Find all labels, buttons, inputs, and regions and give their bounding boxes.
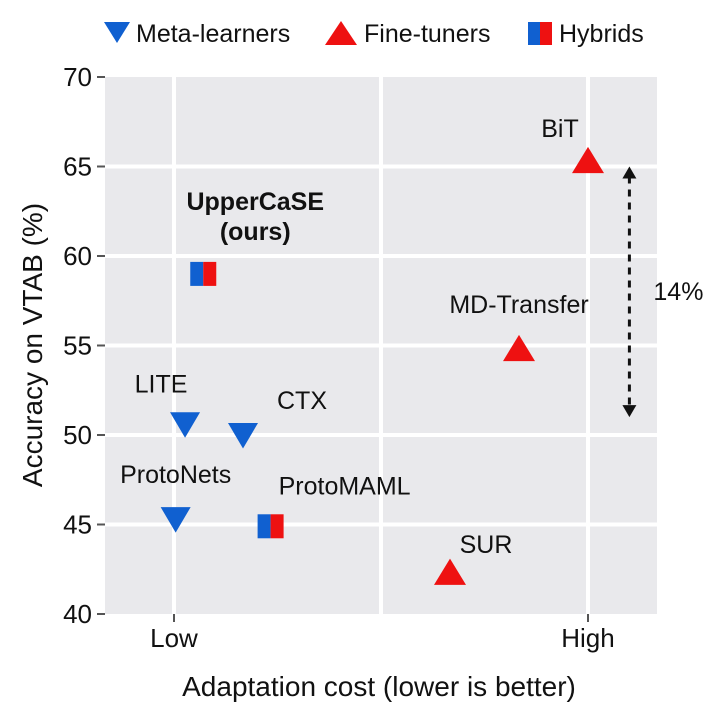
- point-label: BiT: [541, 115, 579, 143]
- point-label: ProtoNets: [120, 461, 231, 489]
- marker-meta-learner: [228, 423, 258, 449]
- x-tick-label: Low: [150, 623, 198, 653]
- point-label: CTX: [277, 387, 327, 415]
- marker-meta-learner: [170, 412, 201, 438]
- point-label: (ours): [220, 218, 291, 246]
- legend-item-hybrids: Hybrids: [528, 20, 644, 48]
- legend-label-hybrids: Hybrids: [559, 20, 644, 48]
- y-tick-label: 55: [63, 331, 92, 361]
- marker-fine-tuner: [572, 146, 604, 174]
- legend-item-fine-tuners: Fine-tuners: [325, 20, 490, 48]
- y-tick-label: 40: [63, 599, 92, 629]
- annotation-label: 14%: [653, 278, 703, 306]
- x-tick-label: High: [561, 623, 614, 653]
- y-tick-label: 45: [63, 510, 92, 540]
- point-label: UpperCaSE: [186, 188, 324, 216]
- legend: Meta-learners Fine-tuners Hybrids: [104, 20, 644, 48]
- y-tick-label: 70: [63, 62, 92, 92]
- legend-label-fine-tuners: Fine-tuners: [364, 20, 490, 48]
- legend-marker-triangle-down: [104, 22, 130, 43]
- point-label: MD-Transfer: [449, 291, 588, 319]
- y-tick-label: 60: [63, 241, 92, 271]
- x-axis-ticks: Low High: [150, 614, 615, 653]
- marker-hybrid-right: [270, 514, 284, 539]
- point-label: ProtoMAML: [279, 472, 411, 500]
- legend-marker-triangle-up: [325, 21, 357, 45]
- arrow-head-up: [622, 166, 637, 179]
- legend-label-meta-learners: Meta-learners: [136, 20, 290, 48]
- marker-meta-learner: [160, 507, 191, 533]
- arrow-head-down: [622, 405, 637, 418]
- y-tick-label: 50: [63, 420, 92, 450]
- y-axis-ticks: 40 45 50 55 60 65 70: [63, 62, 105, 629]
- marker-fine-tuner: [503, 334, 535, 362]
- marker-hybrid-right: [203, 261, 217, 286]
- marker-hybrid-left: [257, 514, 271, 539]
- legend-item-meta-learners: Meta-learners: [104, 20, 290, 48]
- annotations: 14%: [622, 166, 703, 418]
- legend-marker-square-right: [540, 22, 552, 45]
- y-tick-label: 65: [63, 152, 92, 182]
- legend-marker-square-left: [528, 22, 540, 45]
- x-axis-title: Adaptation cost (lower is better): [182, 671, 576, 702]
- marker-fine-tuner: [434, 558, 466, 585]
- data-points: LITE CTX ProtoNets BiT MD-Transfer SUR UpperCa…: [120, 115, 604, 585]
- marker-hybrid-left: [190, 261, 204, 286]
- y-axis-title: Accuracy on VTAB (%): [17, 203, 48, 487]
- point-label: LITE: [135, 370, 188, 398]
- point-label: SUR: [460, 531, 513, 559]
